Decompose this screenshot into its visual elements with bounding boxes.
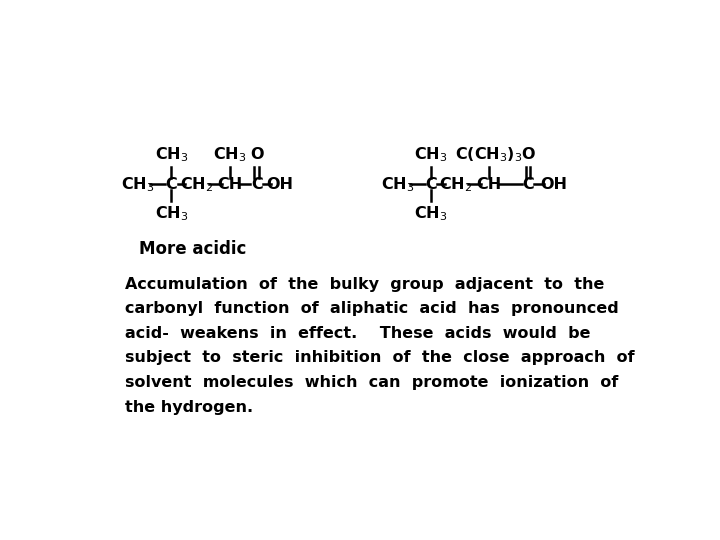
Text: carbonyl  function  of  aliphatic  acid  has  pronounced: carbonyl function of aliphatic acid has … [125, 301, 618, 316]
Text: CH$_3$: CH$_3$ [213, 146, 246, 164]
Text: C: C [251, 177, 263, 192]
Text: Accumulation  of  the  bulky  group  adjacent  to  the: Accumulation of the bulky group adjacent… [125, 276, 604, 292]
Text: CH: CH [477, 177, 502, 192]
Text: CH$_3$: CH$_3$ [155, 204, 188, 223]
Text: C(CH$_3$)$_3$: C(CH$_3$)$_3$ [455, 146, 523, 164]
Text: CH$_3$: CH$_3$ [381, 175, 415, 193]
Text: OH: OH [266, 177, 293, 192]
Text: CH$_3$: CH$_3$ [414, 146, 448, 164]
Text: CH$_2$: CH$_2$ [439, 175, 472, 193]
Text: CH$_3$: CH$_3$ [155, 146, 188, 164]
Text: acid-  weakens  in  effect.    These  acids  would  be: acid- weakens in effect. These acids wou… [125, 326, 590, 341]
Text: CH: CH [217, 177, 242, 192]
Text: C: C [425, 177, 437, 192]
Text: CH$_3$: CH$_3$ [414, 204, 448, 223]
Text: solvent  molecules  which  can  promote  ionization  of: solvent molecules which can promote ioni… [125, 375, 618, 390]
Text: More acidic: More acidic [139, 240, 246, 258]
Text: O: O [250, 147, 264, 163]
Text: C: C [166, 177, 177, 192]
Text: C: C [522, 177, 534, 192]
Text: O: O [521, 147, 535, 163]
Text: CH$_2$: CH$_2$ [179, 175, 213, 193]
Text: CH$_3$: CH$_3$ [122, 175, 155, 193]
Text: OH: OH [540, 177, 567, 192]
Text: subject  to  steric  inhibition  of  the  close  approach  of: subject to steric inhibition of the clos… [125, 350, 634, 366]
Text: the hydrogen.: the hydrogen. [125, 400, 253, 415]
